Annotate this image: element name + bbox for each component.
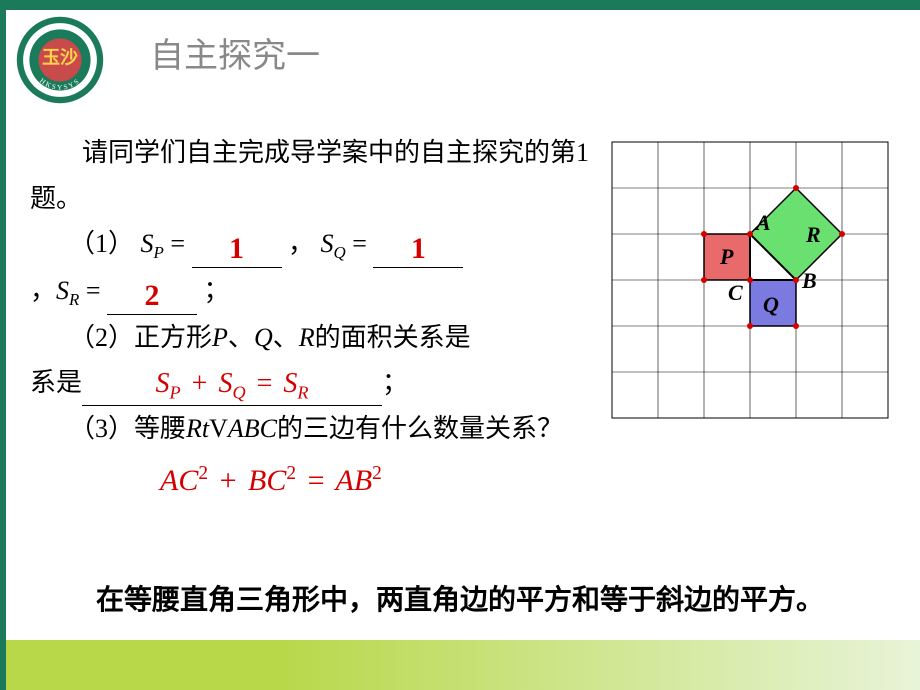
sr-sym: S (56, 276, 69, 305)
q1-line2: ，SR = 2 ； (30, 268, 595, 315)
intro-text: 请同学们自主完成导学案中的自主探究的第1题。 (30, 130, 595, 221)
q2-r: R (299, 323, 315, 352)
ans-sr: 2 (145, 279, 160, 312)
q2-q: Q (254, 323, 273, 352)
logo-text: 玉沙 (42, 48, 78, 68)
semi1: ； (204, 276, 230, 305)
rel-sr: S (283, 368, 297, 399)
rel-eq: = (253, 368, 277, 399)
semi2: ； (382, 368, 408, 397)
content-block: 请同学们自主完成导学案中的自主探究的第1题。 （1） SP = 1 ， SQ =… (30, 130, 595, 508)
vertex-c-label: C (728, 280, 743, 305)
geometry-diagram: P Q R A B C (610, 140, 890, 420)
final-formula: AC2 + BC2 = AB2 (160, 455, 595, 508)
bottom-accent (6, 640, 920, 690)
rel-sp-sub: P (170, 383, 181, 403)
sq-sub: Q (334, 243, 346, 262)
q3-label: （3）等腰 (82, 414, 186, 443)
dun2: 、 (273, 323, 299, 352)
eq2: = (352, 229, 373, 258)
ac2: 2 (198, 463, 208, 484)
q3-abc: ABC (228, 414, 277, 443)
rel-sq-sub: Q (232, 383, 245, 403)
side-band (0, 10, 6, 690)
square-r-label: R (805, 222, 821, 247)
q3-tail1: 的三边有什么数量关系？ (277, 414, 563, 443)
dun1: 、 (228, 323, 254, 352)
bc2: 2 (286, 463, 296, 484)
slide-title: 自主探究一 (150, 28, 320, 77)
q3-line1: （3）等腰RtVABC的三边有什么数量关系？ (30, 406, 595, 452)
sp-sym: S (141, 229, 154, 258)
ans-relation: SP + SQ = SR (156, 368, 309, 399)
vertex-b-label: B (801, 268, 817, 293)
top-band (0, 0, 920, 10)
blank-relation: SP + SQ = SR (82, 367, 382, 405)
ab: AB (336, 464, 373, 497)
q2-line2: 系是 SP + SQ = SR ； (30, 360, 595, 406)
rel-sr-sub: R (297, 383, 308, 403)
q3-tri: V (209, 414, 228, 443)
sq-sym: S (321, 229, 334, 258)
ans-sq: 1 (411, 232, 426, 265)
vertex-a-label: A (754, 210, 771, 235)
school-logo: 玉沙 HKSYSYS (15, 15, 105, 105)
eq1: = (170, 229, 191, 258)
ac: AC (160, 464, 198, 497)
bc: BC (248, 464, 286, 497)
q1-label: （1） (82, 229, 134, 258)
comma1: ， (288, 229, 314, 258)
q1-line1: （1） SP = 1 ， SQ = 1 (30, 221, 595, 268)
f-eq: = (304, 464, 329, 497)
square-p-label: P (719, 244, 734, 269)
q3-rt: Rt (186, 414, 209, 443)
blank-sq: 1 (373, 231, 463, 268)
q2-line1: （2）正方形P、Q、R的面积关系是 (30, 315, 595, 361)
q2-label: （2）正方形 (82, 323, 212, 352)
conclusion-text: 在等腰直角三角形中，两直角边的平方和等于斜边的平方。 (40, 580, 860, 622)
eq3: = (86, 276, 107, 305)
ab2: 2 (372, 463, 382, 484)
blank-sr: 2 (107, 278, 197, 315)
q2-tail: 的面积关系是 (315, 323, 471, 352)
sp-sub: P (154, 243, 164, 262)
q2-p: P (212, 323, 228, 352)
f-plus: + (216, 464, 241, 497)
square-q-label: Q (763, 292, 779, 317)
rel-sp: S (156, 368, 170, 399)
rel-sq: S (218, 368, 232, 399)
ans-sp: 1 (229, 232, 244, 265)
rel-plus: + (188, 368, 212, 399)
sr-sub: R (69, 290, 79, 309)
blank-sp: 1 (192, 231, 282, 268)
